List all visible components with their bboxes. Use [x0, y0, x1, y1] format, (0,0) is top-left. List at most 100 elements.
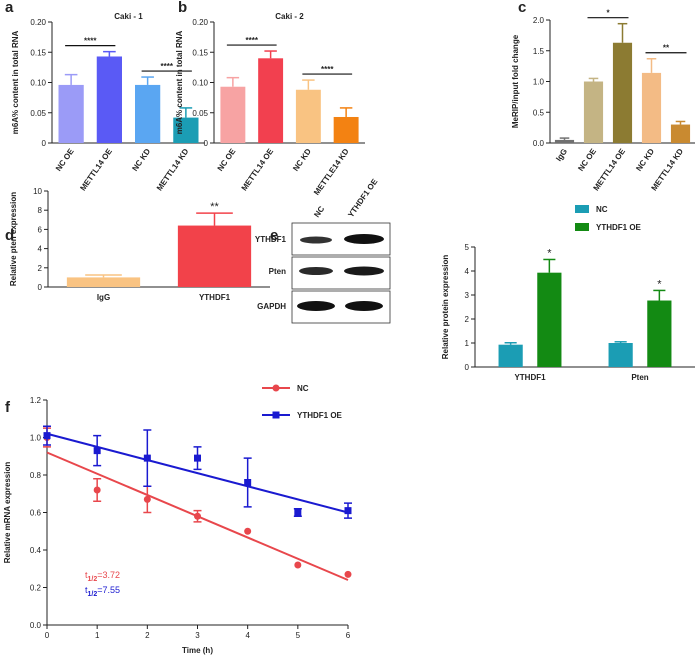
legend-label: NC: [596, 205, 608, 214]
x-tick-label: NC KD: [291, 147, 313, 173]
bar: [608, 343, 633, 367]
y-tick-label: 0.0: [30, 621, 42, 630]
bar: [66, 277, 141, 287]
y-tick-label: 4: [465, 267, 470, 276]
y-axis-label: m6A% content in total RNA: [11, 31, 20, 135]
x-tick-label: NC OE: [216, 146, 238, 172]
western-blot: NC YTHDF1 OE YTHDF1 Pten GAPDH: [255, 177, 391, 324]
y-tick-label: 1.0: [30, 434, 42, 443]
marker: [143, 454, 151, 462]
y-tick-label: 5: [465, 243, 470, 252]
marker: [93, 447, 101, 455]
marker: [194, 512, 201, 520]
annotation-rest: =3.72: [97, 570, 120, 580]
y-tick-label: 0.15: [192, 48, 208, 57]
y-axis-label: Relative protein expression: [441, 255, 450, 360]
x-axis-label: Time (h): [182, 646, 213, 655]
blot-row: GAPDH: [257, 302, 286, 311]
panel-label: e: [270, 227, 278, 244]
significance-label: ****: [84, 37, 97, 46]
y-tick-label: 0.05: [192, 109, 208, 118]
marker: [294, 509, 302, 516]
x-tick-label: Pten: [631, 373, 648, 382]
annotation: t1/2=7.55: [85, 585, 120, 598]
y-tick-label: 1.0: [533, 78, 545, 87]
blot-band: [344, 234, 384, 244]
bar: [583, 81, 604, 143]
blot-row: YTHDF1: [255, 235, 287, 244]
y-tick-label: 8: [38, 206, 43, 215]
y-tick-label: 2: [465, 315, 470, 324]
y-tick-label: 0.10: [30, 79, 46, 88]
legend-swatch: [575, 223, 589, 231]
legend-label: NC: [297, 384, 309, 393]
legend-marker: [272, 411, 280, 419]
bar: [647, 300, 672, 367]
x-tick-label: 0: [45, 631, 50, 640]
bar: [177, 225, 252, 287]
y-tick-label: 0.05: [30, 109, 46, 118]
panel-label: f: [5, 399, 11, 416]
y-axis-label: m6A% content in total RNA: [175, 31, 184, 135]
marker: [143, 495, 151, 503]
blot-row: Pten: [269, 267, 286, 276]
x-tick-label: IgG: [97, 293, 110, 302]
panel-label: d: [5, 227, 14, 244]
significance-label: **: [663, 44, 670, 53]
bar: [135, 84, 161, 143]
x-tick-label: NC OE: [576, 146, 598, 172]
bar: [612, 42, 633, 143]
x-tick-label: NC KD: [130, 147, 152, 173]
blot-lane: YTHDF1 OE: [346, 177, 380, 219]
y-tick-label: 3: [465, 291, 470, 300]
legend-swatch: [575, 205, 589, 213]
x-tick-label: 3: [195, 631, 200, 640]
y-tick-label: 0.15: [30, 48, 46, 57]
bar: [498, 344, 523, 367]
annotation: t1/2=3.72: [85, 570, 120, 583]
bar: [295, 89, 321, 143]
y-tick-label: 6: [38, 225, 43, 234]
annotation-text: t: [85, 570, 88, 580]
blot-lane: NC: [312, 204, 326, 219]
bar: [58, 84, 84, 143]
y-tick-label: 0.8: [30, 471, 42, 480]
x-tick-label: METTLE14 KD: [312, 147, 351, 197]
marker: [244, 479, 252, 486]
y-tick-label: 0.6: [30, 509, 42, 518]
significance-label: ****: [246, 36, 259, 45]
x-tick-label: 1: [95, 631, 100, 640]
y-tick-label: 1.5: [533, 47, 545, 56]
x-tick-label: METTL14 OE: [78, 146, 114, 192]
x-tick-label: 2: [145, 631, 150, 640]
y-tick-label: 0.5: [533, 108, 545, 117]
legend-marker: [272, 384, 280, 392]
significance-label: ****: [321, 65, 334, 74]
bar: [173, 117, 199, 143]
panel-label: c: [518, 0, 526, 16]
x-tick-label: 4: [245, 631, 250, 640]
annotation-text: t: [85, 585, 88, 595]
blot-band: [299, 267, 333, 275]
y-tick-label: 0: [42, 139, 47, 148]
bar: [258, 58, 284, 143]
legend-label: YTHDF1 OE: [297, 411, 343, 420]
significance-label: ****: [161, 62, 174, 71]
x-tick-label: 6: [346, 631, 351, 640]
y-tick-label: 0: [204, 139, 209, 148]
y-tick-label: 10: [33, 187, 42, 196]
marker: [244, 527, 252, 535]
y-tick-label: 0.20: [30, 18, 46, 27]
blot-band: [345, 301, 383, 311]
x-tick-label: METTL14 OE: [240, 146, 276, 192]
x-tick-label: NC KD: [634, 147, 656, 173]
x-tick-label: NC OE: [54, 146, 76, 172]
x-tick-label: IgG: [554, 147, 569, 163]
legend-label: YTHDF1 OE: [596, 223, 642, 232]
x-tick-label: METTL14 KD: [155, 147, 191, 193]
bar: [537, 272, 562, 367]
y-tick-label: 1.2: [30, 396, 42, 405]
y-tick-label: 0.0: [533, 139, 545, 148]
y-axis-label: Relative pten expression: [9, 192, 18, 286]
